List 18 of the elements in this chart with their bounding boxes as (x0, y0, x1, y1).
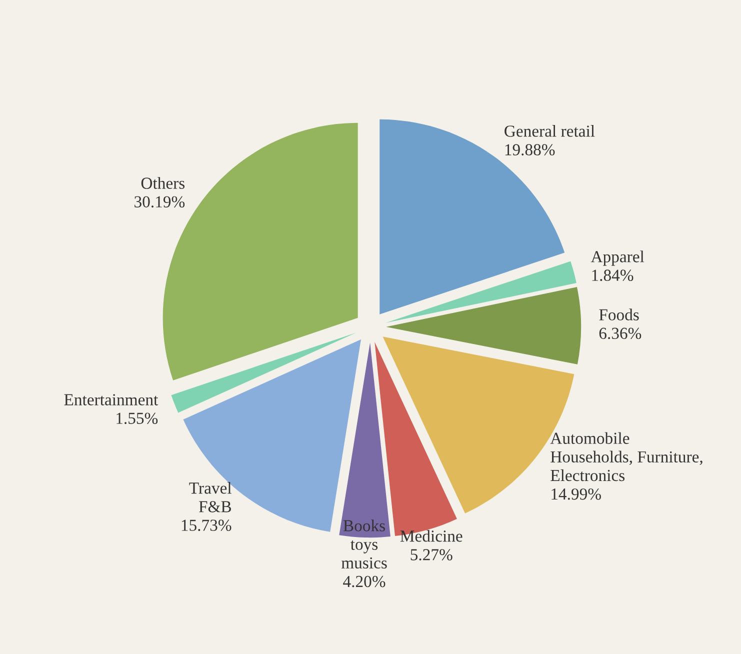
slice-label: Medicine (400, 530, 462, 542)
data-label: 19.88% (505, 144, 555, 156)
data-label: 4.20% (343, 576, 386, 588)
slice-label: Foods (599, 308, 639, 320)
slice-label: Books toys musics (341, 520, 387, 569)
slice-label: Travel F&B (189, 482, 232, 512)
data-label: 14.99% (552, 488, 601, 500)
data-label: 5.27% (410, 549, 452, 560)
data-label: 1.55% (116, 412, 158, 424)
slice-label: Apparel (590, 250, 644, 266)
slice-label: Entertainment (64, 394, 158, 406)
data-label: 6.36% (599, 328, 642, 340)
data-label: 30.19% (134, 196, 185, 208)
data-label: 1.84% (592, 270, 634, 281)
slice-label: General retail (504, 125, 595, 137)
slice-label: Automobile Households, Furniture, Electronics (550, 432, 702, 482)
data-label: 15.73% (182, 520, 232, 531)
slice-label: Others (141, 177, 185, 189)
